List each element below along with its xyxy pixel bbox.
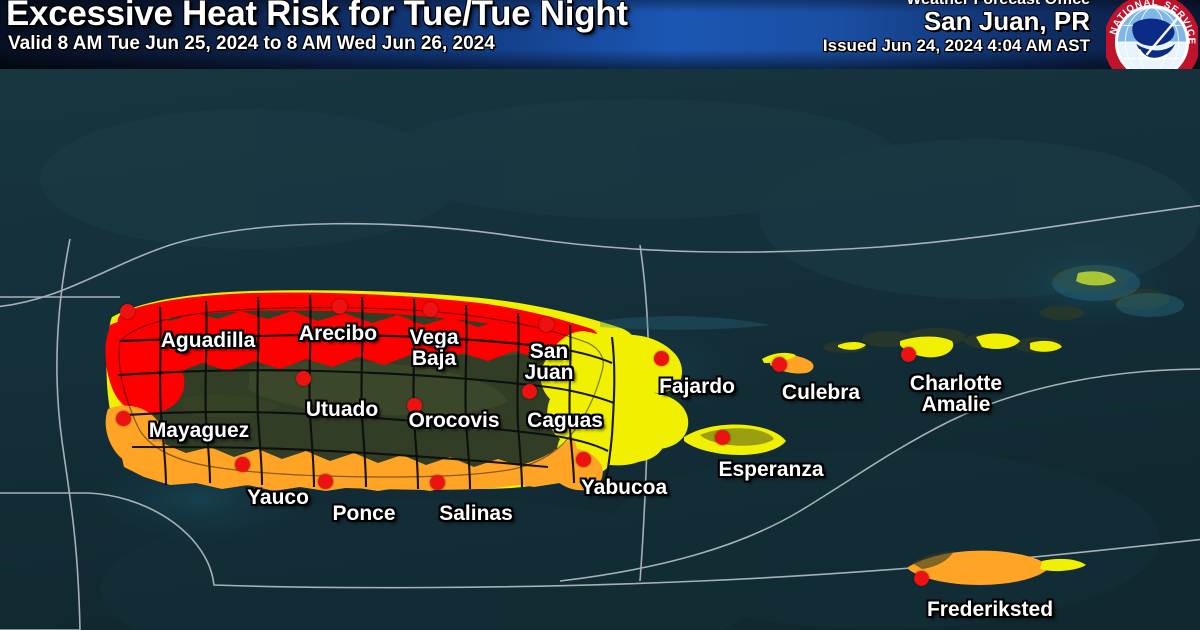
map-svg [0, 69, 1200, 630]
city-dot [115, 410, 131, 426]
city-dot [913, 570, 929, 586]
risk-minor-vieques [684, 424, 786, 455]
risk-minor-st-croix [1040, 558, 1086, 572]
risk-major-north-band [117, 292, 598, 345]
pr-coastline [118, 306, 604, 478]
valid-period-text: Valid 8 AM Tue Jun 25, 2024 to 8 AM Wed … [8, 33, 495, 54]
map-canvas[interactable]: Aguadilla Arecibo Vega Baja San Juan Fajardo… [0, 69, 1200, 630]
city-dot [429, 474, 445, 490]
north-reef [600, 316, 770, 330]
city-dot [331, 298, 347, 314]
office-label: Weather Forecast Office [906, 0, 1090, 9]
city-dot [575, 451, 591, 467]
city-dot [771, 356, 787, 372]
nws-seal-icon: NATIONAL SERVICE [1106, 0, 1198, 69]
city-dot [653, 350, 669, 366]
city-dot [900, 346, 916, 362]
city-dot [119, 303, 135, 319]
risk-major-north-fill [118, 311, 592, 373]
forecast-office-name: San Juan, PR [923, 6, 1090, 36]
county-boundaries [117, 294, 616, 490]
risk-minor-fajardo [616, 334, 682, 393]
city-dot [317, 473, 333, 489]
page-title: Excessive Heat Risk for Tue/Tue Night [6, 0, 628, 33]
city-dot [714, 429, 730, 445]
st-croix-island [908, 550, 1086, 585]
city-dot [234, 456, 250, 472]
virgin-islands-chain [823, 265, 1184, 358]
puerto-rico-island [105, 290, 689, 491]
city-dot [422, 301, 438, 317]
city-dot [538, 316, 554, 332]
land-st-croix [912, 551, 954, 569]
city-dot [406, 397, 422, 413]
header-banner: Excessive Heat Risk for Tue/Tue Night Va… [0, 0, 1200, 69]
risk-moderate-south-fill [118, 441, 578, 491]
city-dot [295, 370, 311, 386]
city-dot [521, 383, 537, 399]
issued-time-text: Issued Jun 24, 2024 4:04 AM AST [822, 36, 1090, 55]
